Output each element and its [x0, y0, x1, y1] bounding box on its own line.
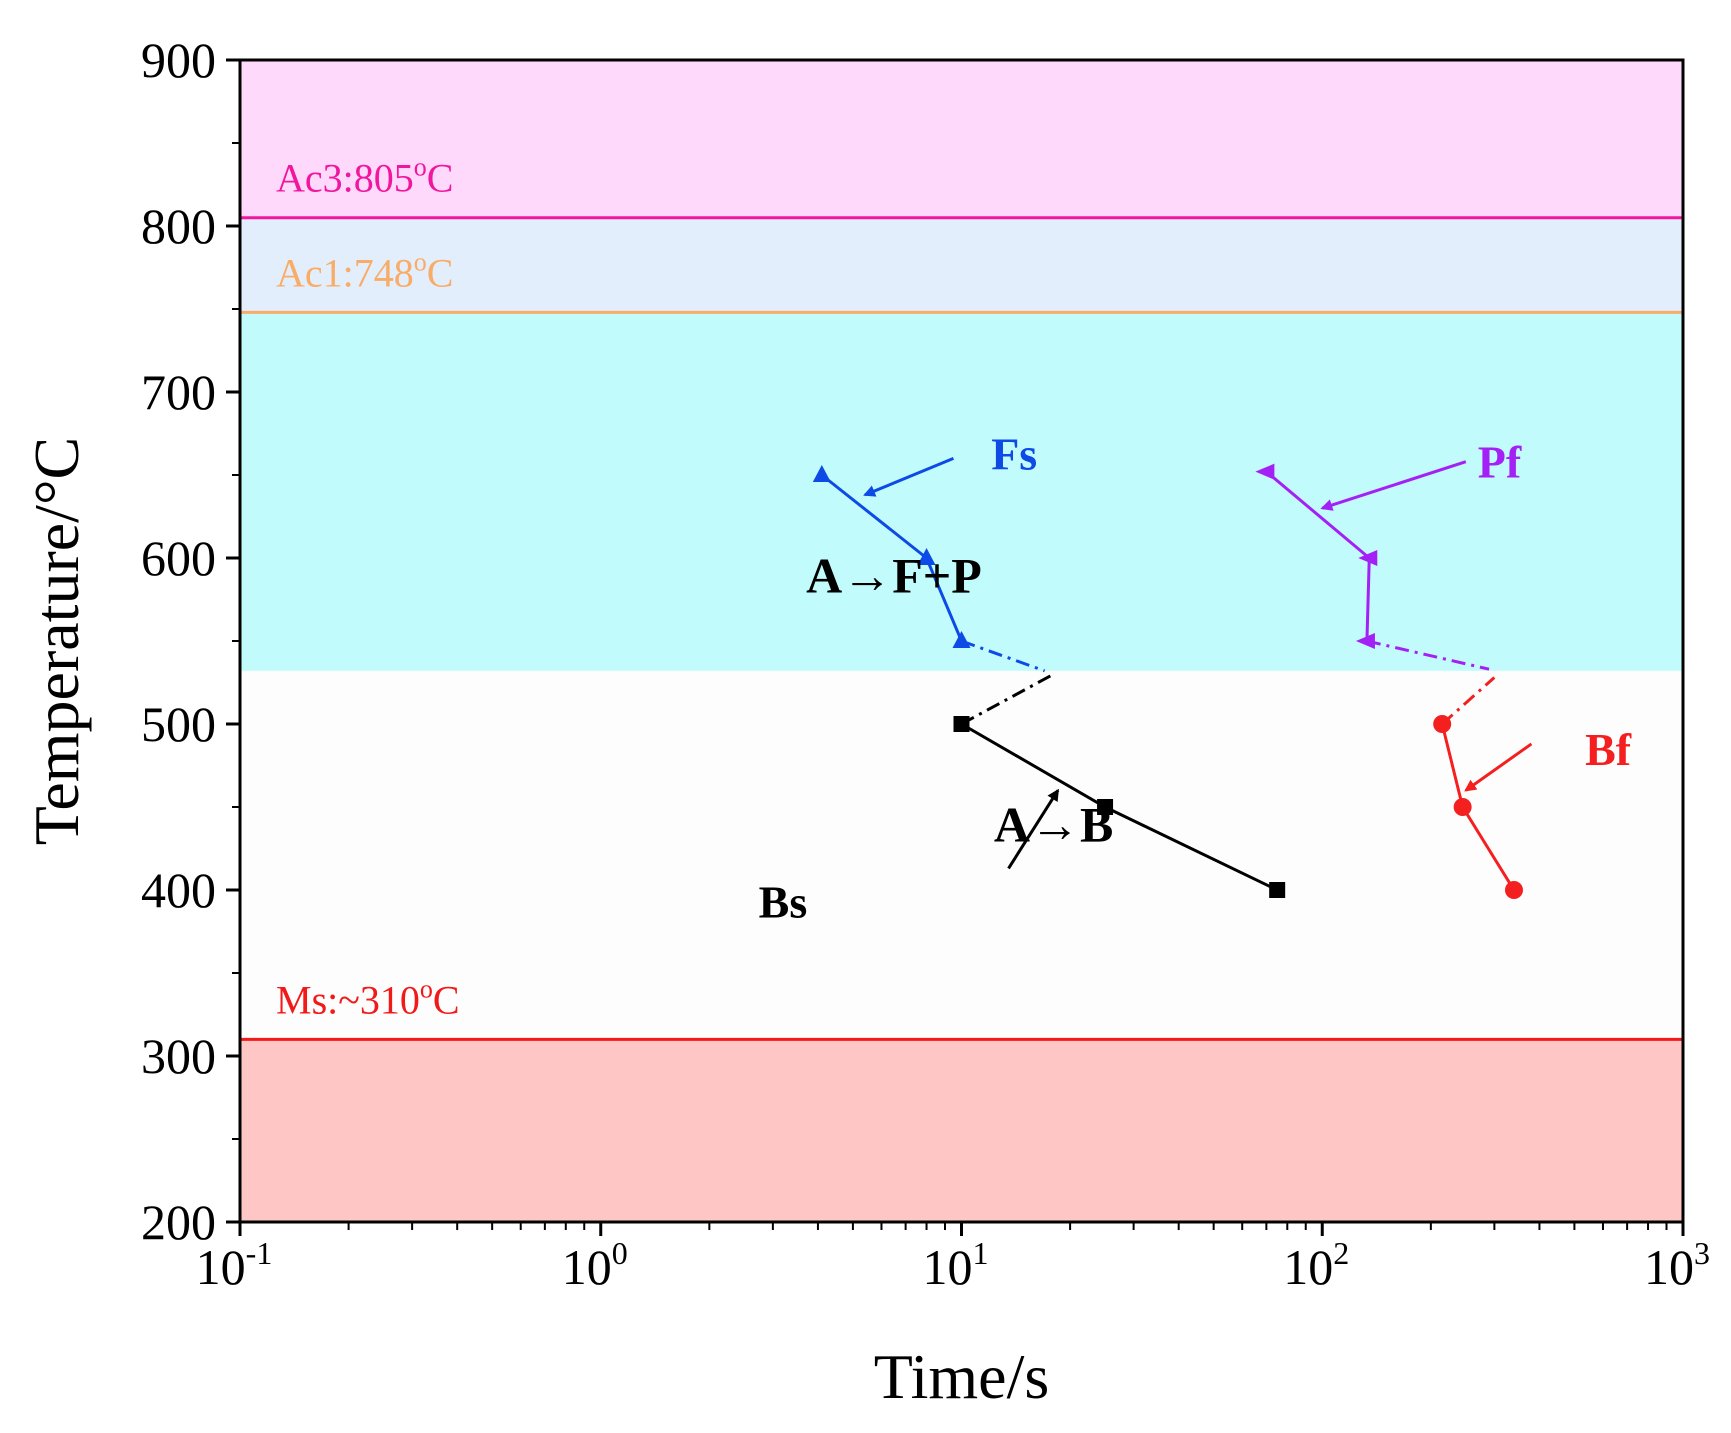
point-bs-1	[1097, 799, 1114, 815]
point-bs-2	[1269, 882, 1286, 898]
region-label-ferrite-pearlite: A→F+P	[806, 548, 982, 604]
point-bf-0	[1433, 715, 1452, 733]
arrow-fs	[863, 457, 955, 497]
y-tick-label-500: 500	[141, 696, 216, 752]
y-tick-label-800: 800	[141, 198, 216, 254]
point-fs-1	[917, 548, 936, 565]
region-label-bainite: A→B	[994, 797, 1113, 853]
label-pf: Pf	[1478, 437, 1522, 488]
label-ms: Ms:~310oC	[276, 974, 460, 1022]
y-tick-label-400: 400	[141, 862, 216, 918]
arrow-bf	[1464, 742, 1533, 792]
y-tick-label-600: 600	[141, 530, 216, 586]
label-bf: Bf	[1585, 724, 1632, 775]
series-pf-extension	[1366, 639, 1490, 671]
x-tick-label-1: 100	[562, 1235, 628, 1295]
point-bf-2	[1504, 881, 1523, 899]
point-fs-0	[812, 465, 831, 482]
critical-temperature-lines: Ac3:805oC Ac1:748oC Ms:~310oC	[240, 153, 1683, 1041]
transformation-curves	[812, 463, 1523, 899]
x-tick-label-4: 103	[1644, 1235, 1710, 1295]
point-bs-0	[953, 716, 970, 732]
point-pf-0	[1255, 463, 1275, 480]
axes: 200 300 400 500 600 700 800 900 10-1 100 101 102 103	[141, 32, 1710, 1295]
y-tick-label-200: 200	[141, 1194, 216, 1250]
x-tick-label-3: 102	[1283, 1235, 1349, 1295]
series-bs-extension	[960, 672, 1055, 726]
label-bs: Bs	[759, 877, 808, 928]
label-fs: Fs	[991, 428, 1037, 479]
point-pf-1	[1358, 550, 1378, 566]
x-tick-label-2: 101	[923, 1235, 989, 1295]
point-pf-2	[1355, 633, 1375, 649]
point-fs-2	[952, 631, 971, 648]
point-bf-1	[1453, 798, 1472, 816]
y-tick-label-300: 300	[141, 1028, 216, 1084]
series-bf-extension	[1441, 676, 1496, 726]
label-ac1: Ac1:748oC	[276, 247, 453, 295]
region-martensite	[240, 1039, 1683, 1222]
curve-annotations: Fs Pf Bs Bf A→F+P A→B	[759, 428, 1632, 927]
y-tick-label-900: 900	[141, 32, 216, 88]
x-tick-label-0: 10-1	[196, 1235, 273, 1295]
y-tick-label-700: 700	[141, 364, 216, 420]
region-above-ac3	[240, 60, 1683, 218]
arrow-bs	[1007, 788, 1060, 870]
region-ferrite-pearlite	[240, 312, 1683, 671]
arrow-pf	[1320, 460, 1467, 511]
x-axis-title: Time/s	[874, 1341, 1050, 1412]
y-axis-title: Temperature/°C	[21, 437, 92, 846]
label-ac3: Ac3:805oC	[276, 153, 453, 201]
region-ac1-ac3	[240, 217, 1683, 313]
